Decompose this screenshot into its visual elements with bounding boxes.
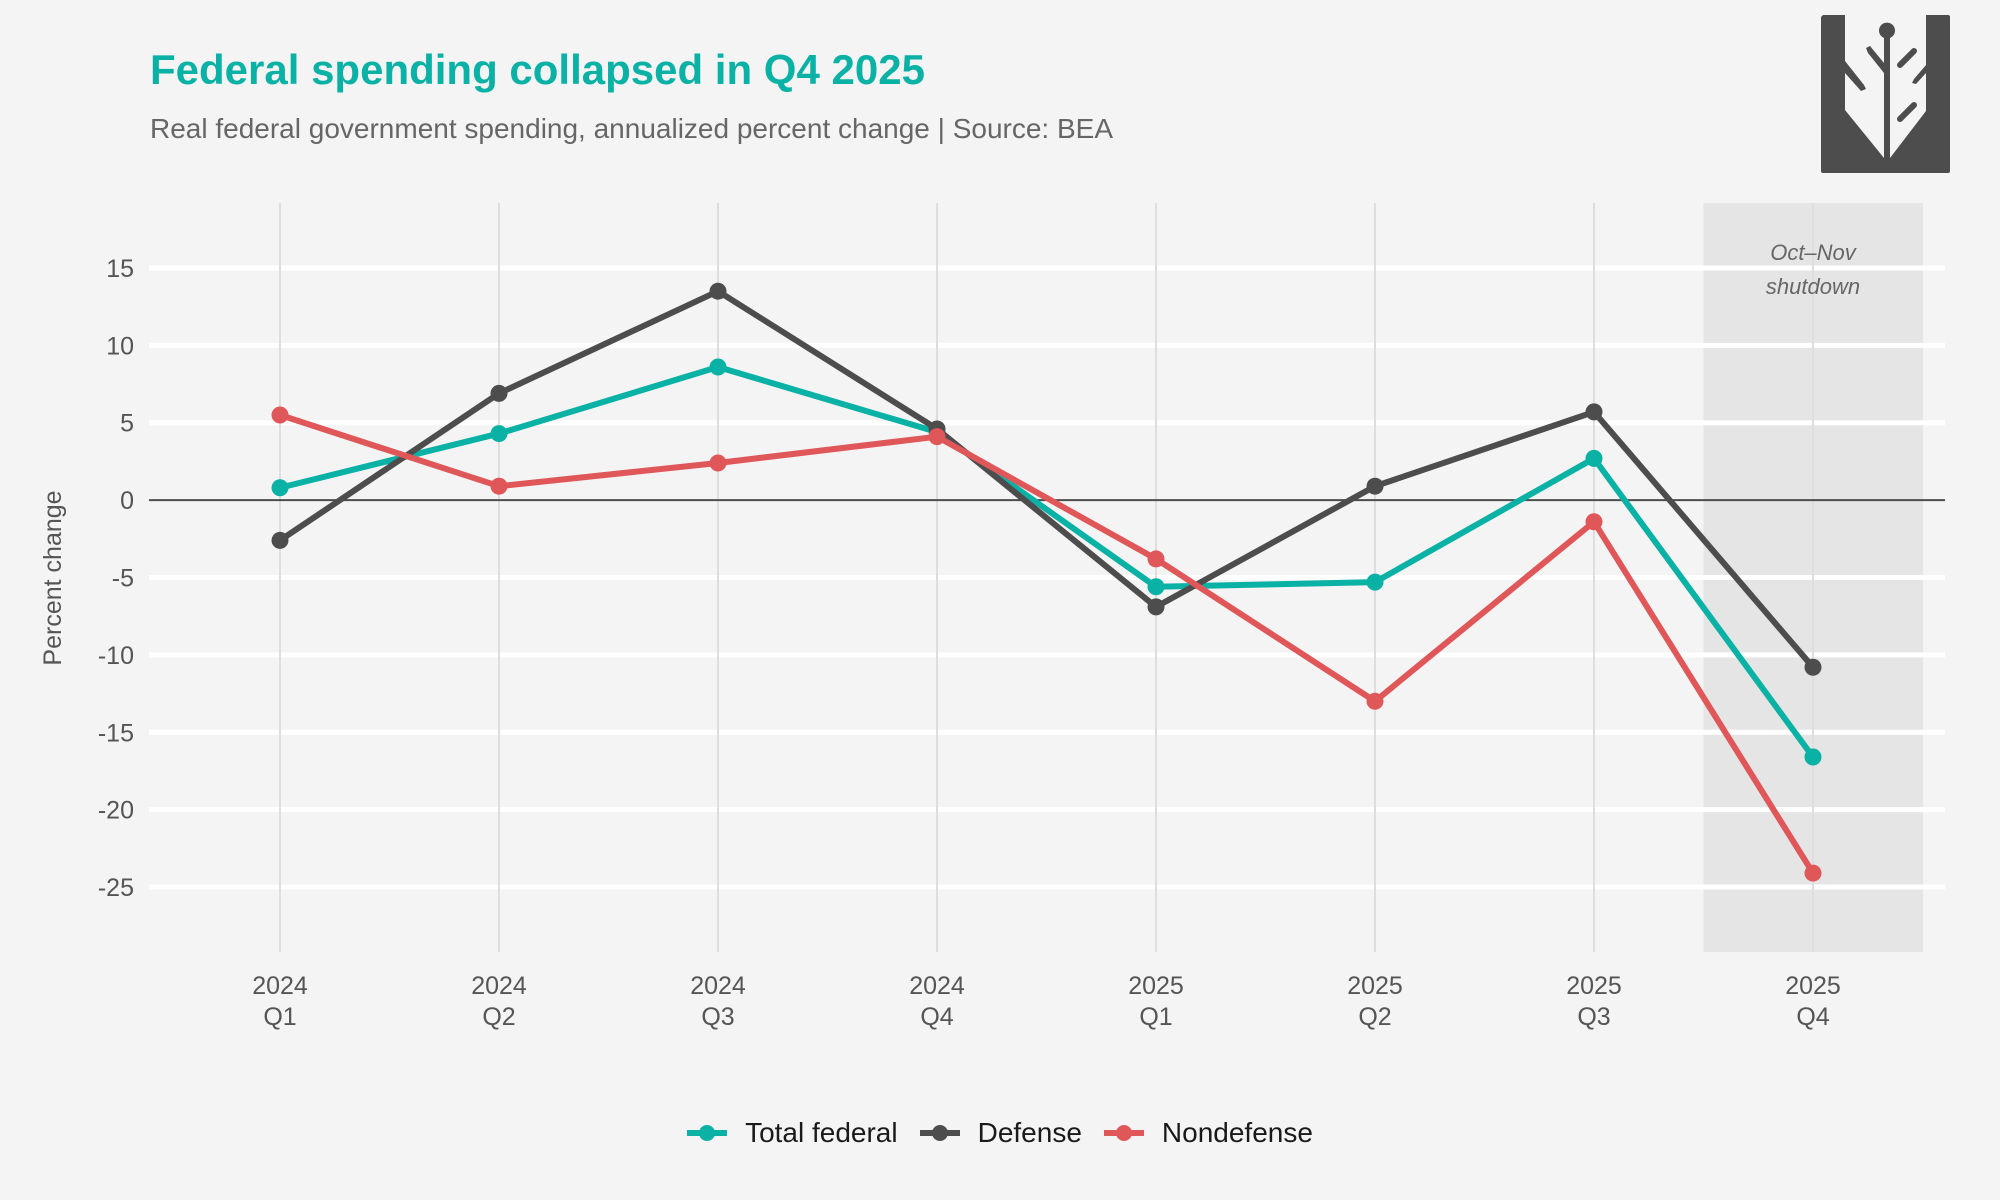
data-point-nondefense[interactable]	[709, 454, 727, 472]
series-line-defense	[278, 288, 1816, 670]
data-point-total[interactable]	[1366, 573, 1384, 591]
x-tick-label-quarter: Q3	[701, 1003, 734, 1031]
data-point-total[interactable]	[1147, 578, 1165, 596]
data-point-total[interactable]	[271, 479, 289, 497]
y-tick-label: -25	[98, 874, 134, 902]
y-tick-label: 10	[106, 332, 134, 360]
legend: Total federal Defense Nondefense	[0, 1113, 2000, 1153]
x-tick-label-quarter: Q1	[263, 1003, 296, 1031]
data-point-total[interactable]	[490, 425, 508, 443]
y-tick-label: 5	[120, 410, 134, 438]
x-tick-label-year: 2025	[1347, 972, 1403, 1000]
x-tick-label-quarter: Q4	[1796, 1003, 1829, 1031]
x-tick-label-year: 2024	[471, 972, 527, 1000]
legend-item-total[interactable]: Total federal	[687, 1113, 898, 1153]
wheat-shield-logo-icon	[1821, 15, 1950, 173]
x-tick-label-year: 2025	[1128, 972, 1184, 1000]
data-point-defense[interactable]	[1585, 403, 1603, 421]
data-point-nondefense[interactable]	[490, 477, 508, 495]
data-point-nondefense[interactable]	[1585, 513, 1603, 531]
legend-key-defense-icon	[919, 1125, 960, 1141]
data-point-total[interactable]	[1804, 748, 1822, 766]
x-tick-label-year: 2024	[252, 972, 308, 1000]
y-tick-label: -5	[112, 565, 134, 593]
data-point-defense[interactable]	[1804, 658, 1822, 676]
legend-label: Nondefense	[1161, 1117, 1313, 1148]
data-point-nondefense[interactable]	[271, 406, 289, 424]
series-nondefense	[271, 406, 1822, 882]
x-tick-label-quarter: Q2	[1358, 1003, 1391, 1031]
series-line-total	[279, 364, 1816, 759]
data-point-defense[interactable]	[1147, 598, 1165, 616]
x-tick-label-year: 2025	[1785, 972, 1841, 1000]
data-point-nondefense[interactable]	[1804, 864, 1822, 882]
x-tick-label-quarter: Q4	[920, 1003, 953, 1031]
shutdown-annotation-line1: Oct–Nov	[1770, 240, 1858, 265]
data-point-nondefense[interactable]	[1147, 550, 1165, 568]
x-tick-label-quarter: Q2	[482, 1003, 515, 1031]
data-point-defense[interactable]	[490, 384, 508, 402]
legend-key-total-icon	[687, 1125, 728, 1141]
legend-key-nondefense-icon	[1103, 1125, 1144, 1141]
legend-item-nondefense[interactable]: Nondefense	[1103, 1113, 1313, 1153]
shutdown-annotation-line2: shutdown	[1766, 274, 1860, 299]
chart-title: Federal spending collapsed in Q4 2025	[150, 46, 925, 93]
y-tick-label: -10	[98, 642, 134, 670]
data-point-defense[interactable]	[271, 531, 289, 549]
x-tick-label-year: 2025	[1566, 972, 1622, 1000]
data-point-nondefense[interactable]	[928, 428, 946, 446]
chart-subtitle: Real federal government spending, annual…	[150, 113, 1114, 144]
y-tick-label: 15	[106, 255, 134, 283]
legend-label: Defense	[977, 1117, 1082, 1148]
x-tick-label-year: 2024	[909, 972, 965, 1000]
data-point-total[interactable]	[1585, 449, 1603, 467]
data-point-nondefense[interactable]	[1366, 692, 1384, 710]
y-tick-label: -15	[98, 719, 134, 747]
x-tick-label-quarter: Q1	[1139, 1003, 1172, 1031]
y-tick-label: -20	[98, 797, 134, 825]
y-axis-title: Percent change	[39, 490, 67, 665]
y-tick-label: 0	[120, 487, 134, 515]
x-tick-label-quarter: Q3	[1577, 1003, 1610, 1031]
series-defense	[271, 282, 1822, 676]
legend-item-defense[interactable]: Defense	[919, 1113, 1082, 1153]
x-tick-label-year: 2024	[690, 972, 746, 1000]
data-point-defense[interactable]	[1366, 477, 1384, 495]
series-line-nondefense	[279, 412, 1816, 875]
legend-label: Total federal	[745, 1117, 898, 1148]
data-point-defense[interactable]	[709, 282, 727, 300]
data-point-total[interactable]	[709, 358, 727, 376]
